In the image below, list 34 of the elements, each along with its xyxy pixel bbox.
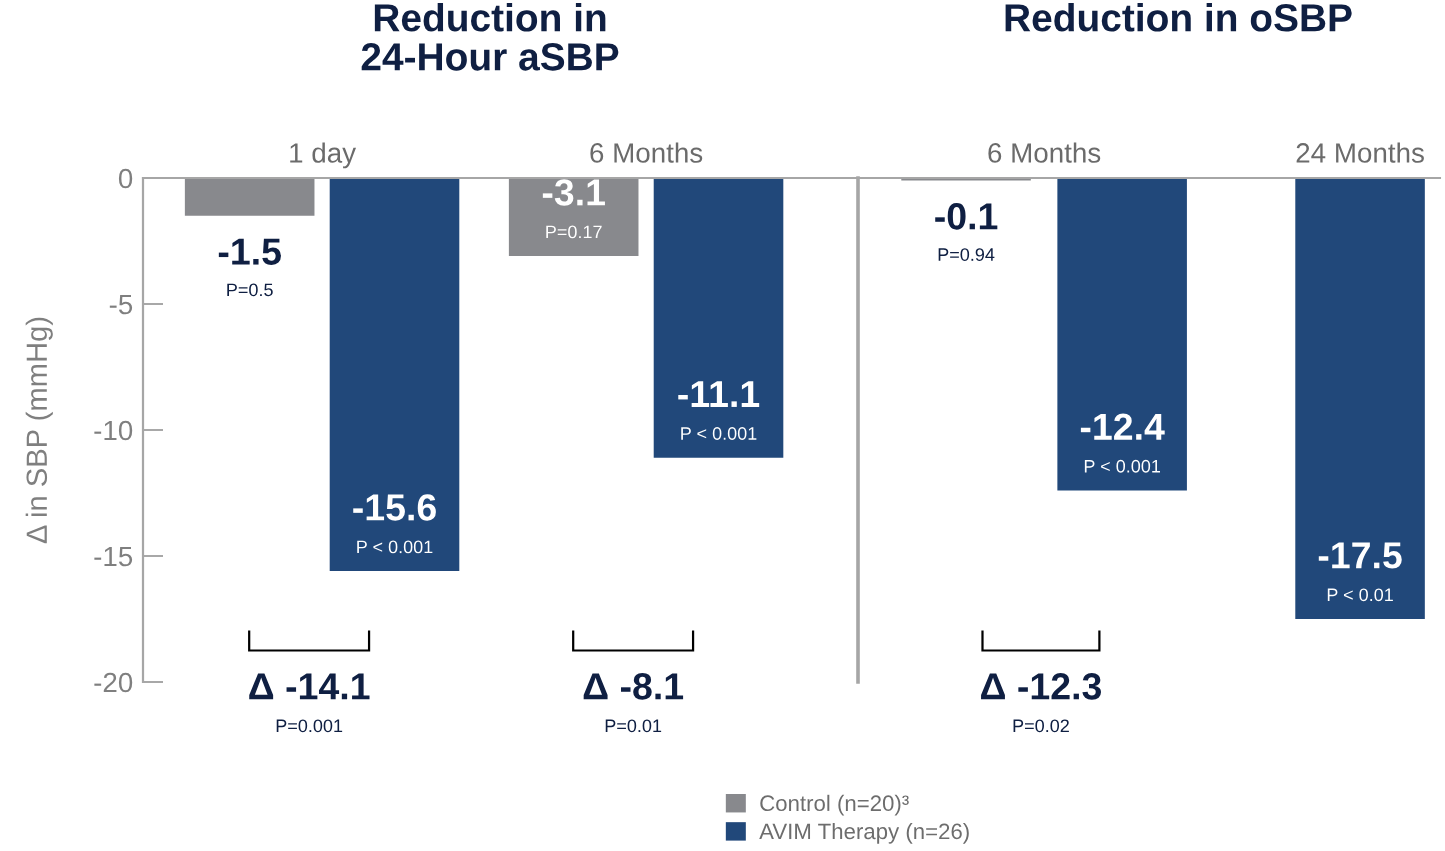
annotation: Δ -8.1 — [583, 673, 684, 700]
legend-label: Control (n=20)³ — [760, 794, 909, 816]
annotation: Δ -12.3 — [981, 673, 1102, 700]
y-tick-label: -20 — [94, 672, 133, 693]
chart-title: Reduction in oSBP — [1005, 3, 1352, 32]
data-label: -15.6 — [353, 494, 436, 521]
data-label: -12.4 — [1080, 413, 1165, 440]
data-label: -17.5 — [1318, 542, 1402, 569]
text: P=0.01 — [605, 719, 662, 733]
annotation: P < 0.001 — [681, 427, 757, 440]
x-tick-label: 6 Months — [988, 142, 1101, 163]
y-tick-label: -15 — [94, 546, 133, 567]
data-label: -11.1 — [678, 381, 760, 407]
annotation: P=0.94 — [938, 248, 995, 261]
text: P=0.001 — [276, 719, 343, 733]
y-tick-label: -10 — [94, 420, 133, 441]
x-tick-label: 1 day — [290, 142, 357, 169]
data-label: -1.5 — [218, 238, 281, 265]
data-label: -0.1 — [935, 203, 998, 230]
data-label: -3.1 — [542, 179, 605, 206]
text: P=0.02 — [1013, 719, 1069, 733]
y-axis-title: Δ in SBP (mmHg) — [25, 317, 53, 544]
y-tick-label: -5 — [109, 294, 133, 315]
annotation: P < 0.001 — [1084, 459, 1161, 473]
chart-title: Reduction in 24-Hour aSBP — [361, 3, 619, 71]
annotation: P=0.5 — [227, 283, 273, 297]
annotation: P=0.17 — [546, 225, 602, 239]
y-tick-label: 0 — [118, 168, 133, 189]
x-tick-label: 24 Months — [1296, 142, 1424, 163]
annotation: P < 0.001 — [357, 540, 433, 554]
annotation: Δ -14.1 — [249, 673, 370, 700]
x-tick-label: 6 Months — [590, 142, 703, 163]
annotation: P < 0.01 — [1327, 588, 1393, 602]
legend-label: AVIM Therapy (n=26) — [759, 822, 969, 844]
